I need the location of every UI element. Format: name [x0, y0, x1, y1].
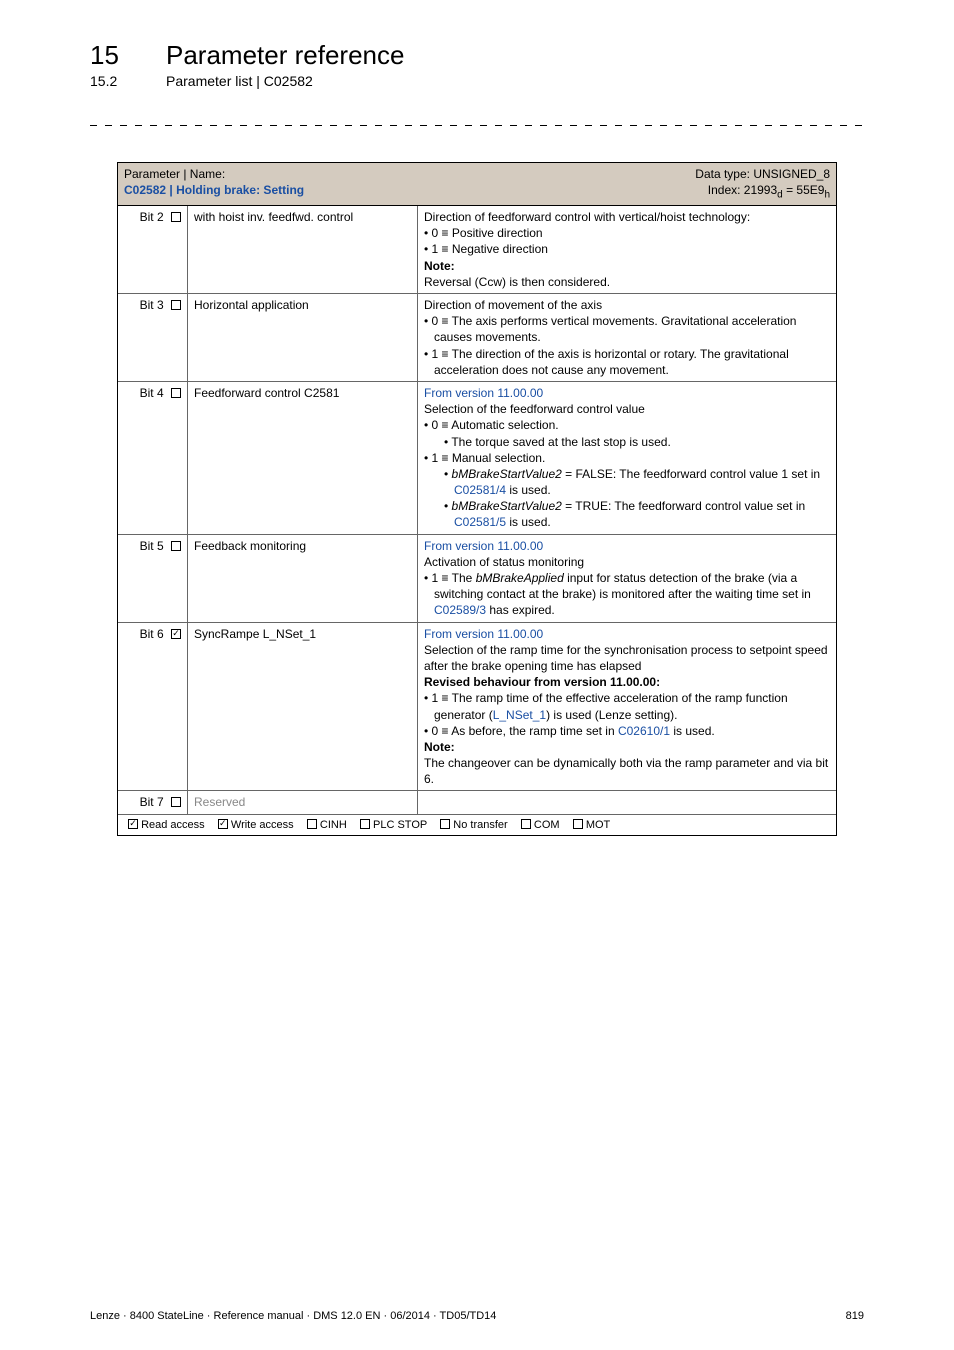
- bit-cell: Bit 6: [118, 623, 188, 791]
- table-row: Bit 4 Feedforward control C2581From vers…: [118, 382, 836, 535]
- footer-doc-info: Lenze · 8400 StateLine · Reference manua…: [90, 1310, 496, 1322]
- bit-cell: Bit 3: [118, 294, 188, 381]
- description-cell: [418, 791, 836, 813]
- parameter-table: Parameter | Name: C02582 | Holding brake…: [117, 162, 837, 836]
- description-cell: From version 11.00.00Activation of statu…: [418, 535, 836, 622]
- label-cell: Horizontal application: [188, 294, 418, 381]
- read-access-label: Read access: [141, 819, 205, 831]
- index-eq: = 55E9: [783, 183, 825, 197]
- table-row: Bit 3 Horizontal applicationDirection of…: [118, 294, 836, 382]
- bit-cell: Bit 7: [118, 791, 188, 813]
- bit-checkbox: [171, 388, 181, 398]
- mot-check: [573, 819, 583, 829]
- no-transfer-check: [440, 819, 450, 829]
- datatype-label: Data type: UNSIGNED_8: [695, 167, 830, 181]
- section-number: 15.2: [90, 73, 134, 89]
- bit-cell: Bit 4: [118, 382, 188, 534]
- write-access-check: [218, 819, 228, 829]
- table-row: Bit 5 Feedback monitoringFrom version 11…: [118, 535, 836, 623]
- label-cell: Reserved: [188, 791, 418, 813]
- com-label: COM: [534, 819, 560, 831]
- bit-checkbox: [171, 300, 181, 310]
- read-access-check: [128, 819, 138, 829]
- index-sub-h: h: [824, 190, 830, 201]
- description-cell: From version 11.00.00Selection of the ra…: [418, 623, 836, 791]
- index-label: Index: 21993: [708, 183, 777, 197]
- com-check: [521, 819, 531, 829]
- chapter-number: 15: [90, 40, 134, 71]
- bit-cell: Bit 5: [118, 535, 188, 622]
- plc-stop-check: [360, 819, 370, 829]
- section-title: Parameter list | C02582: [166, 73, 313, 89]
- bit-checkbox: [171, 212, 181, 222]
- label-cell: Feedback monitoring: [188, 535, 418, 622]
- no-transfer-label: No transfer: [453, 819, 507, 831]
- description-cell: From version 11.00.00Selection of the fe…: [418, 382, 836, 534]
- bit-cell: Bit 2: [118, 206, 188, 293]
- table-row: Bit 2 with hoist inv. feedfwd. controlDi…: [118, 206, 836, 294]
- parameter-code: C02582: [124, 183, 166, 197]
- label-cell: SyncRampe L_NSet_1: [188, 623, 418, 791]
- mot-label: MOT: [586, 819, 610, 831]
- divider: [90, 125, 864, 126]
- cinh-label: CINH: [320, 819, 347, 831]
- access-footer: Read access Write access CINH PLC STOP N…: [118, 814, 836, 836]
- plc-stop-label: PLC STOP: [373, 819, 427, 831]
- parameter-name: Holding brake: Setting: [176, 183, 304, 197]
- cinh-check: [307, 819, 317, 829]
- label-cell: with hoist inv. feedfwd. control: [188, 206, 418, 293]
- description-cell: Direction of feedforward control with ve…: [418, 206, 836, 293]
- footer-page-number: 819: [846, 1310, 864, 1322]
- header-left-label: Parameter | Name:: [124, 167, 225, 181]
- table-row: Bit 6 SyncRampe L_NSet_1From version 11.…: [118, 623, 836, 792]
- chapter-title: Parameter reference: [166, 40, 404, 71]
- bit-checkbox: [171, 541, 181, 551]
- write-access-label: Write access: [231, 819, 294, 831]
- table-header: Parameter | Name: C02582 | Holding brake…: [118, 163, 836, 206]
- label-cell: Feedforward control C2581: [188, 382, 418, 534]
- bit-checkbox: [171, 629, 181, 639]
- bit-checkbox: [171, 797, 181, 807]
- table-row: Bit 7 Reserved: [118, 791, 836, 813]
- description-cell: Direction of movement of the axis0 ≡ The…: [418, 294, 836, 381]
